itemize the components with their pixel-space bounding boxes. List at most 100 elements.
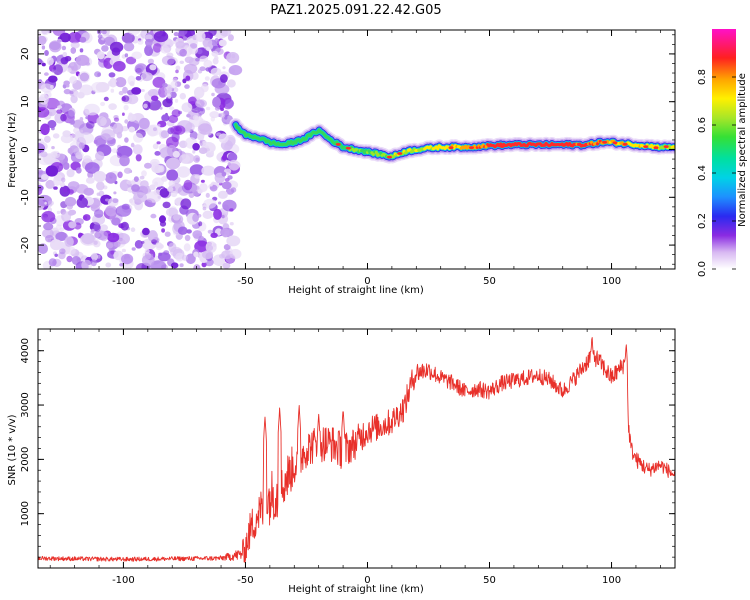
snr-x-label: Height of straight line (km) xyxy=(288,584,424,595)
noise-blob xyxy=(221,181,232,190)
x-tick-label: 50 xyxy=(483,575,496,586)
noise-blob xyxy=(184,84,190,89)
noise-blob xyxy=(202,250,214,260)
noise-blob xyxy=(184,234,191,242)
noise-blob xyxy=(222,262,231,269)
noise-blob xyxy=(63,188,68,193)
noise-blob xyxy=(143,103,148,109)
noise-blob xyxy=(92,214,106,226)
x-tick-label: -100 xyxy=(112,575,135,586)
noise-blob xyxy=(198,147,208,154)
noise-blob xyxy=(150,158,160,167)
noise-blob xyxy=(60,134,73,144)
ridge-hotspot xyxy=(612,141,618,145)
noise-blob xyxy=(54,253,58,257)
noise-blob xyxy=(51,146,55,150)
noise-blob xyxy=(48,40,62,53)
noise-blob xyxy=(70,41,80,49)
noise-blob xyxy=(199,55,209,62)
noise-blob xyxy=(70,119,75,125)
noise-blob xyxy=(97,34,103,39)
noise-blob xyxy=(38,31,42,37)
noise-blob xyxy=(142,227,150,236)
noise-blob xyxy=(105,205,118,217)
noise-blob xyxy=(161,228,166,233)
noise-blob xyxy=(179,48,187,57)
noise-blob xyxy=(130,227,136,232)
noise-blob xyxy=(62,51,68,58)
noise-blob xyxy=(151,164,163,174)
noise-blob xyxy=(172,150,180,158)
noise-blob xyxy=(112,198,119,204)
noise-blob xyxy=(46,57,54,66)
noise-blob xyxy=(97,254,101,259)
noise-blob xyxy=(197,189,203,194)
noise-blob xyxy=(75,167,82,174)
ridge-hotspot xyxy=(581,144,587,148)
noise-blob xyxy=(161,55,175,66)
noise-blob xyxy=(68,221,77,229)
noise-blob xyxy=(193,251,199,258)
noise-blob xyxy=(172,214,181,221)
noise-blob xyxy=(44,50,49,56)
noise-blob xyxy=(101,30,107,35)
noise-blob xyxy=(181,102,193,113)
noise-blob xyxy=(131,87,142,95)
noise-blob xyxy=(227,79,236,88)
noise-blob xyxy=(121,32,135,44)
noise-blob xyxy=(203,59,213,69)
noise-blob xyxy=(230,187,237,193)
noise-blob xyxy=(164,231,171,237)
noise-blob xyxy=(121,253,134,265)
noise-blob xyxy=(121,248,126,253)
colorbar-tick-label: 0.6 xyxy=(697,117,708,133)
noise-blob xyxy=(55,224,62,231)
noise-blob xyxy=(212,96,221,108)
y-tick-label: 20 xyxy=(20,48,31,61)
noise-blob xyxy=(195,30,206,42)
noise-blob xyxy=(99,230,109,242)
noise-blob xyxy=(85,62,90,66)
noise-blob xyxy=(227,34,234,42)
noise-blob xyxy=(94,71,102,78)
noise-blob xyxy=(43,222,54,231)
noise-blob xyxy=(91,228,95,233)
y-tick-label: 10 xyxy=(20,95,31,108)
noise-blob xyxy=(133,192,147,203)
noise-blob xyxy=(194,174,201,179)
noise-blob xyxy=(63,88,71,95)
noise-blob xyxy=(64,236,74,247)
noise-blob xyxy=(160,130,170,139)
ridge-hotspot xyxy=(663,145,669,149)
noise-blob xyxy=(93,240,98,245)
noise-blob xyxy=(146,124,162,136)
noise-blob xyxy=(226,172,230,176)
snr-y-label: SNR (10 * v/v) xyxy=(7,414,18,485)
noise-blob xyxy=(40,83,53,93)
noise-blob xyxy=(113,250,124,261)
noise-blob xyxy=(202,206,207,211)
noise-blob xyxy=(100,129,116,141)
noise-blob xyxy=(200,179,205,183)
noise-blob xyxy=(167,186,174,192)
noise-blob xyxy=(195,57,200,62)
noise-blob xyxy=(207,229,213,234)
snr-series-line xyxy=(38,337,675,563)
noise-blob xyxy=(86,121,95,129)
noise-blob xyxy=(59,182,65,188)
noise-blob xyxy=(141,254,155,266)
noise-blob xyxy=(170,190,178,198)
noise-blob xyxy=(129,81,135,87)
noise-blob xyxy=(98,190,105,197)
noise-blob xyxy=(224,99,235,109)
x-tick-label: 100 xyxy=(602,276,621,287)
noise-blob xyxy=(167,94,172,99)
noise-blob xyxy=(229,222,234,226)
noise-blob xyxy=(219,30,232,37)
noise-blob xyxy=(96,192,101,196)
ridge-hotspot xyxy=(499,145,505,148)
noise-blob xyxy=(96,116,107,127)
noise-blob xyxy=(84,162,100,174)
noise-blob xyxy=(38,35,47,46)
noise-blob xyxy=(201,165,216,176)
